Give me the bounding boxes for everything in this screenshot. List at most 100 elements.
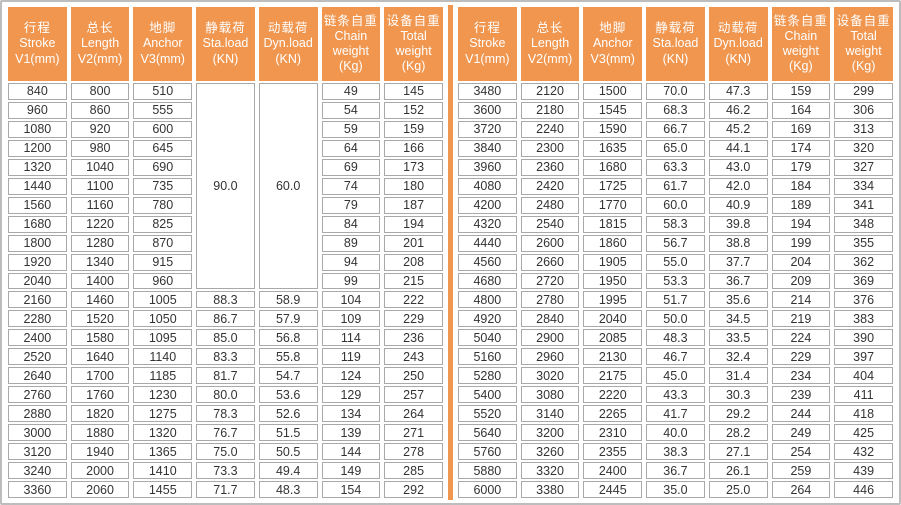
header-en-label: Stroke — [19, 36, 56, 51]
table-row: 5040 2900 2085 48.3 33.5 224 390 — [458, 329, 893, 347]
data-cell: 42.0 — [708, 177, 768, 195]
table-row: 1080 920 600 59 159 — [8, 120, 443, 138]
data-cell: 555 — [133, 101, 193, 119]
data-cell: 40.0 — [646, 424, 705, 442]
data-cell: 71.7 — [196, 481, 255, 498]
data-cell: 5040 — [458, 329, 517, 347]
data-cell: 800 — [70, 83, 130, 100]
table-row: 2640 1700 1185 81.7 54.7 124 250 — [8, 367, 443, 385]
table-row: 4440 2600 1860 56.7 38.8 199 355 — [458, 234, 893, 252]
header-cell-right-4: 动载荷 Dyn.load (KN) — [708, 7, 768, 81]
header-zh-label: 链条自重 — [773, 13, 828, 28]
table-row: 1200 980 645 64 166 — [8, 139, 443, 157]
data-cell: 59 — [321, 120, 381, 138]
table-row: 3840 2300 1635 65.0 44.1 174 320 — [458, 139, 893, 157]
data-cell: 390 — [834, 329, 893, 347]
data-cell: 4680 — [458, 272, 517, 290]
data-cell: 154 — [321, 481, 381, 498]
table-row: 1320 1040 690 69 173 — [8, 158, 443, 176]
data-cell: 1560 — [8, 196, 67, 214]
data-cell: 735 — [133, 177, 193, 195]
data-cell: 114 — [321, 329, 381, 347]
data-cell: 2130 — [583, 348, 643, 366]
data-cell: 334 — [834, 177, 893, 195]
data-cell: 34.5 — [708, 310, 768, 328]
data-cell: 1940 — [70, 443, 130, 461]
header-en-label: Dyn.load — [263, 36, 313, 51]
table-row: 3240 2000 1410 73.3 49.4 149 285 — [8, 462, 443, 480]
header-en-label: Sta.load — [202, 36, 249, 51]
data-cell: 3960 — [458, 158, 517, 176]
data-cell: 369 — [834, 272, 893, 290]
data-cell: 411 — [834, 386, 893, 404]
data-cell: 35.0 — [646, 481, 705, 498]
header-cell-left-6: 设备自重 Total weight (Kg) — [384, 7, 443, 81]
data-cell: 36.7 — [708, 272, 768, 290]
header-cell-right-3: 静载荷 Sta.load (KN) — [646, 7, 705, 81]
table-row: 4560 2660 1905 55.0 37.7 204 362 — [458, 253, 893, 271]
data-cell: 229 — [771, 348, 831, 366]
data-cell: 1520 — [70, 310, 130, 328]
data-cell: 5760 — [458, 443, 517, 461]
data-cell: 129 — [321, 386, 381, 404]
data-cell: 61.7 — [646, 177, 705, 195]
data-cell: 2840 — [520, 310, 580, 328]
data-cell: 65.0 — [646, 139, 705, 157]
data-cell: 1320 — [133, 424, 193, 442]
data-cell: 292 — [384, 481, 443, 498]
data-cell: 53.3 — [646, 272, 705, 290]
data-cell: 2480 — [520, 196, 580, 214]
data-cell: 66.7 — [646, 120, 705, 138]
data-cell: 2040 — [583, 310, 643, 328]
data-cell: 3120 — [8, 443, 67, 461]
header-cell-left-0: 行程 Stroke V1(mm) — [8, 7, 67, 81]
data-cell: 219 — [771, 310, 831, 328]
data-cell: 81.7 — [196, 367, 255, 385]
data-cell: 30.3 — [708, 386, 768, 404]
data-cell: 1340 — [70, 253, 130, 271]
header-zh-label: 行程 — [473, 21, 501, 36]
table-row: 5160 2960 2130 46.7 32.4 229 397 — [458, 348, 893, 366]
header-cell-right-2: 地脚 Anchor V3(mm) — [583, 7, 643, 81]
table-row: 5640 3200 2310 40.0 28.2 249 425 — [458, 424, 893, 442]
data-cell: 48.3 — [646, 329, 705, 347]
data-cell: 38.3 — [646, 443, 705, 461]
data-cell: 194 — [384, 215, 443, 233]
header-unit-label: (Kg) — [339, 59, 363, 74]
data-cell: 1500 — [583, 83, 643, 100]
data-cell: 1185 — [133, 367, 193, 385]
data-cell: 5400 — [458, 386, 517, 404]
data-cell: 4560 — [458, 253, 517, 271]
data-cell: 250 — [384, 367, 443, 385]
data-cell: 51.5 — [258, 424, 318, 442]
data-cell: 5280 — [458, 367, 517, 385]
data-cell: 2280 — [8, 310, 67, 328]
data-cell: 63.3 — [646, 158, 705, 176]
spec-table-left: 行程 Stroke V1(mm) 总长 Length V2(mm) 地脚 Anchor V3(m… — [4, 5, 447, 500]
data-cell: 2220 — [583, 386, 643, 404]
data-cell: 28.2 — [708, 424, 768, 442]
data-cell: 222 — [384, 291, 443, 309]
data-cell: 348 — [834, 215, 893, 233]
data-cell: 208 — [384, 253, 443, 271]
data-cell: 224 — [771, 329, 831, 347]
table-row: 2520 1640 1140 83.3 55.8 119 243 — [8, 348, 443, 366]
header-unit-label: V3(mm) — [590, 51, 635, 66]
data-cell: 915 — [133, 253, 193, 271]
data-cell: 55.8 — [258, 348, 318, 366]
data-cell: 201 — [384, 234, 443, 252]
data-cell: 1050 — [133, 310, 193, 328]
table-row: 5760 3260 2355 38.3 27.1 254 432 — [458, 443, 893, 461]
table-row: 1920 1340 915 94 208 — [8, 253, 443, 271]
data-cell: 1680 — [8, 215, 67, 233]
data-cell: 2660 — [520, 253, 580, 271]
data-cell: 32.4 — [708, 348, 768, 366]
data-cell: 278 — [384, 443, 443, 461]
table-row: 960 860 555 54 152 — [8, 101, 443, 119]
table-row: 2400 1580 1095 85.0 56.8 114 236 — [8, 329, 443, 347]
data-cell: 3000 — [8, 424, 67, 442]
data-cell: 2040 — [8, 272, 67, 290]
data-cell: 4200 — [458, 196, 517, 214]
data-cell: 960 — [8, 101, 67, 119]
